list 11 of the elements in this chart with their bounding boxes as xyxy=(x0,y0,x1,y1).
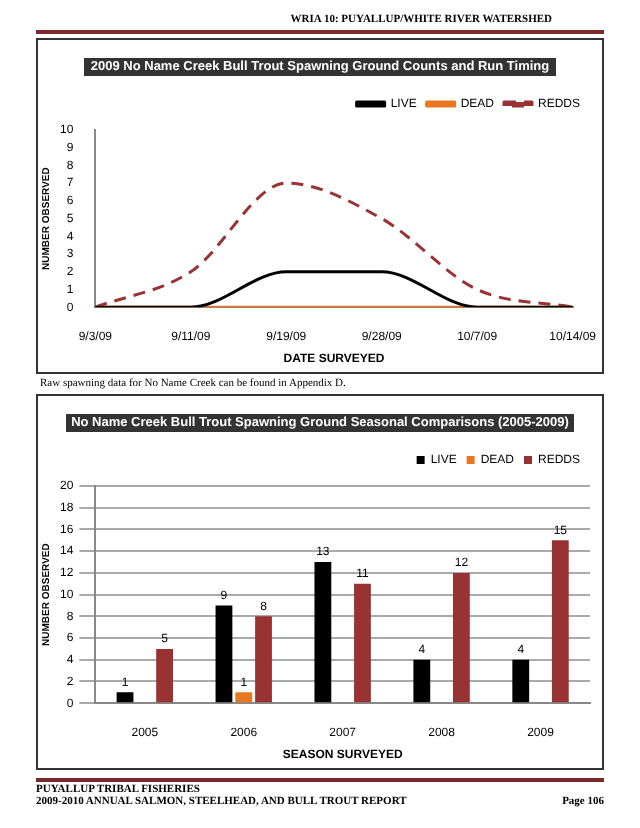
bar xyxy=(413,659,431,703)
bar xyxy=(354,583,371,703)
bar xyxy=(255,616,272,703)
bar xyxy=(235,692,253,703)
bar xyxy=(512,659,530,703)
bar xyxy=(551,540,569,703)
bar xyxy=(116,692,134,703)
bar xyxy=(215,605,233,703)
bar xyxy=(452,572,470,703)
bar xyxy=(314,562,332,703)
bar xyxy=(156,648,174,703)
